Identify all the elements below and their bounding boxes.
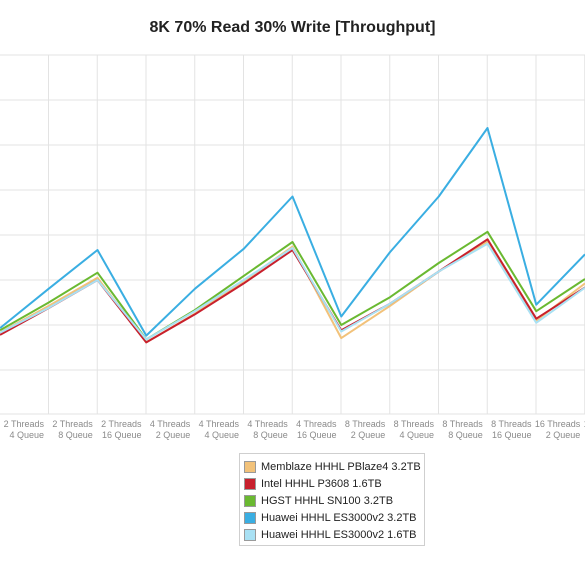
x-tick-label: 2 Threads 16 Queue: [101, 419, 142, 440]
legend-label: Huawei HHHL ES3000v2 3.2TB: [261, 512, 417, 525]
x-tick-label: 4 Threads 2 Queue: [150, 419, 191, 440]
legend-item[interactable]: Memblaze HHHL PBlaze4 3.2TB: [240, 458, 424, 475]
legend-item[interactable]: Intel HHHL P3608 1.6TB: [240, 475, 424, 492]
x-tick-label: 2 Threads 8 Queue: [52, 419, 93, 440]
legend-swatch: [244, 494, 256, 507]
legend-label: Intel HHHL P3608 1.6TB: [261, 477, 382, 490]
x-tick-label: 4 Threads 16 Queue: [296, 419, 337, 440]
legend-item[interactable]: HGST HHHL SN100 3.2TB: [240, 492, 424, 509]
series-line-3: [0, 230, 585, 341]
line-chart: 2 Threads 4 Queue 2 Threads 8 Queue 2 Thread…: [0, 54, 585, 440]
legend-swatch: [244, 477, 256, 490]
legend-swatch: [244, 460, 256, 473]
series-lines: [0, 127, 585, 344]
series-line-1: [0, 240, 585, 344]
x-tick-label: 2 Threads 4 Queue: [4, 419, 45, 440]
grid: [0, 54, 585, 415]
legend-item[interactable]: Huawei HHHL ES3000v2 1.6TB: [240, 527, 424, 544]
x-tick-label: 16 Threads 2 Queue: [535, 419, 581, 440]
legend-label: Huawei HHHL ES3000v2 1.6TB: [261, 529, 417, 542]
x-tick-label: 8 Threads 2 Queue: [345, 419, 386, 440]
legend: Memblaze HHHL PBlaze4 3.2TB Intel HHHL P3…: [239, 453, 425, 546]
x-axis-tick-labels: 2 Threads 4 Queue 2 Threads 8 Queue 2 Thread…: [4, 419, 585, 440]
legend-label: HGST HHHL SN100 3.2TB: [261, 494, 394, 507]
legend-swatch: [244, 512, 256, 525]
series-line-4: [0, 127, 585, 337]
legend-item[interactable]: Huawei HHHL ES3000v2 3.2TB: [240, 510, 424, 527]
chart-title: 8K 70% Read 30% Write [Throughput]: [149, 19, 436, 36]
legend-label: Memblaze HHHL PBlaze4 3.2TB: [261, 460, 421, 473]
x-tick-label: 8 Threads 4 Queue: [394, 419, 435, 440]
legend-swatch: [244, 529, 256, 542]
x-tick-label: 8 Threads 8 Queue: [442, 419, 483, 440]
series-line-5: [0, 242, 585, 341]
x-tick-label: 4 Threads 8 Queue: [247, 419, 288, 440]
x-tick-label: 8 Threads 16 Queue: [491, 419, 532, 440]
x-tick-label: 4 Threads 4 Queue: [199, 419, 240, 440]
